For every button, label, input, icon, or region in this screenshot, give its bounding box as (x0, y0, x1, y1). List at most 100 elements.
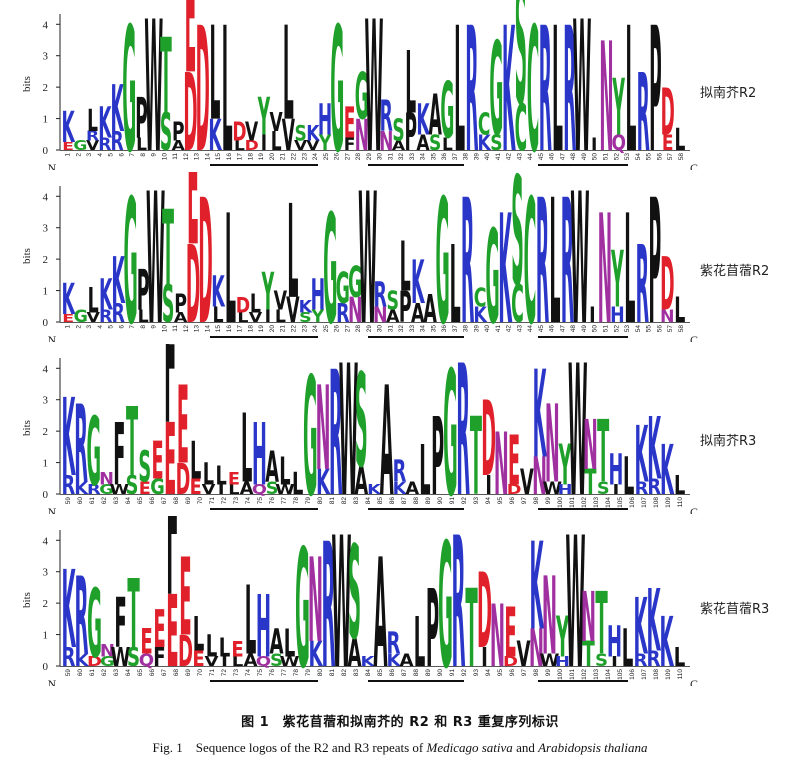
logo-letter-mark: G (73, 138, 87, 153)
y-tick-label: 4 (43, 19, 49, 31)
logo-letter-mark: S (429, 130, 441, 155)
logo-letter: R (98, 135, 111, 155)
logo-letter-mark: Y (257, 87, 270, 147)
logo-letter-mark: C (515, 91, 528, 166)
logo-letter: G (438, 516, 453, 686)
sequence-logo-at-r3: 0 1 2 3 4 bits 59 60 61 62 63 64 65 66 67 68 69 70 71 72 73 7… (21, 344, 698, 514)
logo-letter-mark: L (190, 431, 201, 491)
logo-letter-mark: R (87, 482, 101, 497)
logo-letter-mark: K (533, 346, 547, 486)
logo-letter-mark: N (545, 384, 560, 508)
position-label: 29 (366, 153, 373, 161)
logo-letter-mark: N (529, 619, 544, 679)
logo-letter-mark: P (399, 283, 412, 333)
logo-letter: P (426, 568, 439, 686)
logo-letter-mark: R (635, 479, 649, 499)
position-label: 75 (257, 669, 264, 677)
logo-letter-mark: K (299, 298, 313, 318)
y-axis-label: bits (21, 592, 33, 608)
logo-letter: E (153, 600, 165, 660)
logo-letter: E (177, 365, 189, 489)
logo-letter-mark: A (265, 441, 279, 492)
logo-letter-mark: L (450, 224, 461, 342)
logo-letter: E (151, 431, 163, 491)
logo-letter: K (529, 518, 544, 658)
logo-letter: H (256, 576, 271, 677)
logo-letter-mark: N (316, 361, 331, 497)
position-label: 94 (485, 669, 492, 677)
logo-letter: W (144, 0, 163, 170)
position-label: 110 (677, 497, 684, 508)
logo-letter: R (393, 453, 407, 488)
position-label: 40 (484, 325, 491, 333)
logo-panel-at-r2: 0 1 2 3 4 bits 1 2 3 4 5 6 7 8 9 10 11 12 13 14 15 16 17 18 19 20… (0, 0, 800, 170)
logo-letter: A (392, 138, 406, 153)
logo-letter-mark: Q (139, 651, 154, 670)
position-label: 2 (75, 153, 82, 157)
position-label: 46 (549, 325, 556, 333)
logo-letter-mark: A (240, 479, 254, 499)
logo-letter: I (613, 482, 620, 497)
logo-letter-mark: L (138, 307, 149, 327)
logo-letter-mark: I (591, 135, 597, 155)
position-label: 49 (581, 325, 588, 333)
logo-letter-mark: C (527, 0, 540, 170)
position-label: 39 (473, 153, 480, 161)
position-label: 27 (344, 325, 351, 333)
logo-letter: L (674, 643, 686, 673)
position-label: 43 (516, 153, 523, 161)
logo-letter: A (265, 441, 279, 492)
logo-letter: T (597, 401, 609, 502)
y-axis-label: bits (21, 420, 33, 436)
logo-letter-mark: E (179, 537, 191, 661)
logo-letter: G (348, 258, 362, 308)
position-label: 69 (185, 497, 192, 505)
position-label: 96 (509, 497, 516, 505)
logo-letter: G (303, 344, 318, 514)
position-label: 97 (521, 497, 528, 505)
logo-letter-mark: G (74, 307, 88, 327)
position-label: 22 (291, 325, 298, 333)
position-label: 35 (430, 153, 437, 161)
logo-letter: G (295, 516, 310, 686)
logo-letter-mark: P (649, 0, 662, 170)
logo-letter: S (515, 0, 527, 144)
logo-letter: K (306, 121, 320, 146)
logo-letter: T (465, 568, 477, 686)
logo-letter-mark: H (318, 95, 332, 145)
logo-letter: W (332, 516, 352, 686)
logo-letter-mark: S (511, 172, 524, 321)
logo-letter: A (243, 651, 257, 670)
logo-letter: T (595, 573, 608, 674)
logo-letter: W (280, 654, 300, 670)
logo-letter-mark: N (100, 642, 115, 661)
logo-letter: E (185, 0, 197, 112)
logo-letter-mark: W (573, 0, 592, 170)
logo-letter-mark: V (86, 138, 100, 153)
position-label: 35 (430, 325, 437, 333)
logo-letter-mark: R (452, 516, 466, 686)
logo-letter-mark: L (405, 33, 416, 133)
logo-letter: K (646, 570, 661, 671)
logo-letter: Y (257, 87, 270, 147)
logo-letter: S (386, 287, 399, 316)
logo-letter: S (160, 103, 172, 163)
panel-label-ms-r3: 紫花苜蓿R3 (700, 602, 770, 617)
logo-letter-mark: R (465, 0, 478, 170)
logo-letter-mark: C (474, 284, 487, 313)
logo-letter: V (516, 636, 531, 675)
position-label: 76 (269, 497, 276, 505)
logo-letter-mark: N (373, 302, 388, 327)
logo-letter-mark: G (355, 60, 369, 135)
logo-letter-mark: I (485, 471, 492, 501)
logo-letter: D (196, 0, 210, 170)
position-label: 4 (97, 325, 104, 329)
position-label: 91 (449, 669, 456, 677)
position-label: 82 (341, 669, 348, 677)
logo-letter: G (485, 203, 499, 342)
logo-letter: R (647, 474, 661, 499)
position-label: 97 (521, 669, 528, 677)
logo-letter-mark: R (75, 556, 89, 680)
logo-letter: R (636, 224, 649, 342)
position-label: 31 (387, 325, 394, 333)
